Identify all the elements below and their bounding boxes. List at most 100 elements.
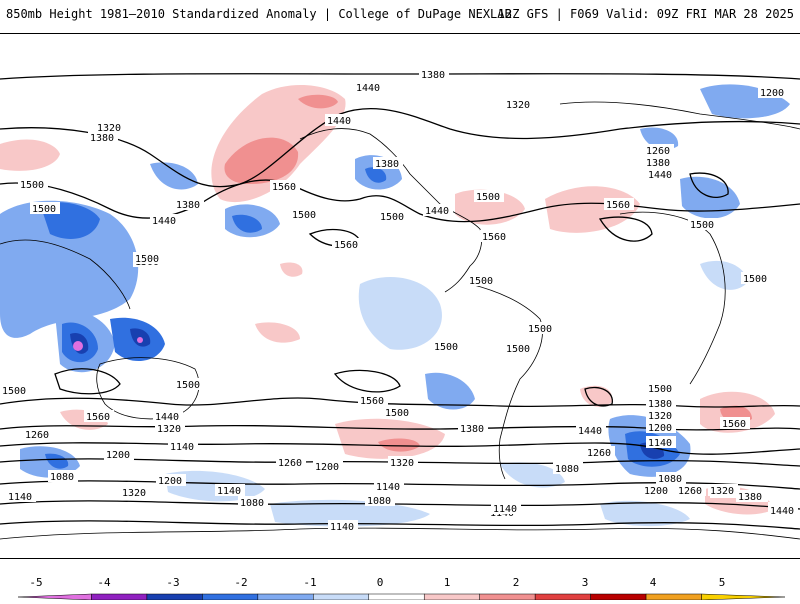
contour-line [0,520,800,530]
contour-line [598,216,653,242]
contour-label: 1380 [646,158,670,169]
contour-label: 1200 [648,423,672,434]
contour-label: 1320 [506,100,530,111]
map-canvas: 1380 1440 1320 1200 1380 1320 1440 1500 … [0,68,800,540]
contour-label: 1380 [648,399,672,410]
colorbar-tick: -4 [97,576,111,589]
positive-anomaly-area [335,418,445,459]
contour-label: 1260 [678,486,702,497]
negative-anomaly-area [45,453,69,469]
coastline-asia-europe [559,101,800,130]
colorbar-swatch [423,593,480,601]
contour-label: 1320 [710,486,734,497]
contour-line [0,179,800,223]
contour-label: 1440 [425,206,449,217]
colorbar-swatch [479,593,536,601]
negative-anomaly-area [425,372,475,410]
colorbar-swatch [17,593,92,601]
contour-label: 1380 [176,200,200,211]
contour-label: 1320 [390,458,414,469]
contour-label: 1080 [50,472,74,483]
contour-label: 1380 [90,133,114,144]
contour-label: 1200 [315,462,339,473]
contour-label: 1140 [330,522,354,533]
contour-label: 1560 [86,412,110,423]
negative-anomaly-core [137,337,143,343]
contour-label: 1500 [528,324,552,335]
colorbar-canvas: -5 -4 -3 -2 -1 0 1 2 3 4 5 [17,576,786,601]
negative-anomaly-area [270,499,430,527]
contour-label: 1560 [722,419,746,430]
positive-anomaly-area [298,94,338,109]
colorbar-tick: 4 [650,576,657,589]
contour-line [584,386,613,407]
coastline-antarctica [0,527,800,540]
contour-label: 1380 [738,492,762,503]
coastlines [0,101,800,540]
negative-anomaly-area [358,276,442,350]
contour-label: 1080 [367,496,391,507]
contour-label: 1380 [460,424,484,435]
positive-anomaly-area [280,262,303,277]
contour-label: 1560 [606,200,630,211]
contour-label: 1560 [482,232,506,243]
contour-label: 1080 [658,474,682,485]
colorbar-swatch [368,593,425,601]
anomaly-map: 1380 1440 1320 1200 1380 1320 1440 1500 … [0,33,800,559]
map-title: 850mb Height 1981–2010 Standardized Anom… [6,7,512,21]
contour-label: 1380 [421,70,445,81]
colorbar-swatch [590,593,647,601]
contour-label: 1560 [334,240,358,251]
contour-label: 1500 [506,344,530,355]
contour-label: 1560 [272,182,296,193]
contour-label: 1200 [760,88,784,99]
contour-line [0,500,800,510]
contour-line [0,397,800,408]
contour-label: 1500 [32,204,56,215]
colorbar-swatch [313,593,370,601]
contour-label: 1200 [158,476,182,487]
contour-label: 1080 [555,464,579,475]
contour-label: 1260 [646,146,670,157]
contour-label: 1140 [648,438,672,449]
contour-label: 1500 [135,254,159,265]
negative-anomaly-area [680,176,740,219]
contour-label: 1320 [157,424,181,435]
negative-anomaly-area [0,200,139,338]
contour-line [333,369,401,393]
contour-label: 1500 [469,276,493,287]
contour-label: 1500 [176,380,200,391]
contour-label: 1080 [240,498,264,509]
colorbar-swatches [17,593,786,601]
colorbar-tick: 3 [582,576,589,589]
contour-label: 1440 [155,412,179,423]
contour-label: 1320 [648,411,672,422]
contour-label: 1200 [644,486,668,497]
contour-line [0,107,800,188]
positive-anomaly-area [378,438,420,452]
height-contours [0,73,800,530]
colorbar-swatch [701,593,786,601]
negative-anomaly-area [500,462,565,488]
colorbar-tick: -2 [234,576,247,589]
contour-label: 1500 [2,386,26,397]
colorbar-tick: -1 [303,576,316,589]
positive-anomaly-area [224,137,299,184]
contour-label: 1440 [578,426,602,437]
contour-line [689,172,729,198]
contour-label: 1320 [122,488,146,499]
contour-label: 1140 [493,504,517,515]
contour-label: 1440 [327,116,351,127]
negative-anomaly-area [150,162,198,190]
contour-label: 1140 [170,442,194,453]
contour-label: 1260 [25,430,49,441]
contour-line [0,424,800,431]
contour-line [54,368,121,395]
contour-label: 1320 [97,123,121,134]
contour-label: 1500 [385,408,409,419]
positive-anomaly-area [0,139,60,171]
contour-label: 1500 [380,212,404,223]
colorbar-tick: -3 [166,576,179,589]
contour-line [0,73,800,80]
contour-label: 1500 [434,342,458,353]
